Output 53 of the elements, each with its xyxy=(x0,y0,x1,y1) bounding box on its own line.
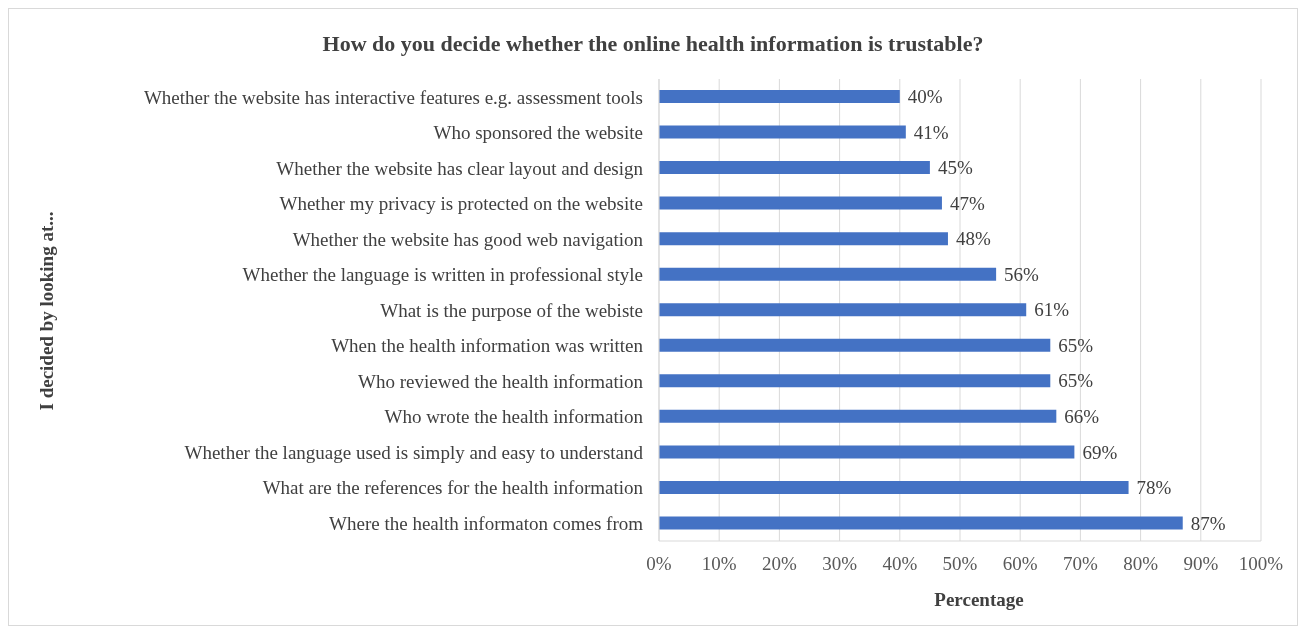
x-tick-label: 20% xyxy=(761,553,797,575)
y-tick-label: Who sponsored the website xyxy=(433,122,643,144)
x-tick-label: 100% xyxy=(1238,553,1284,575)
data-label: 78% xyxy=(1136,477,1172,499)
y-tick-label: Who reviewed the health information xyxy=(358,370,644,392)
data-label: 56% xyxy=(1004,263,1040,285)
data-label: 66% xyxy=(1064,406,1100,427)
data-label: 65% xyxy=(1058,334,1094,356)
y-tick-label: Who wrote the health information xyxy=(384,406,644,428)
y-tick-label: Whether the language is written in professional style xyxy=(242,264,643,286)
x-tick-label: 80% xyxy=(1123,553,1159,575)
y-axis-title: I decided by looking at... xyxy=(35,211,58,411)
data-label: 40% xyxy=(907,86,943,108)
data-label: 61% xyxy=(1034,299,1070,321)
y-tick-label: Whether the language used is simply and easy to understand xyxy=(184,441,644,463)
bar xyxy=(659,90,900,103)
bar xyxy=(659,516,1183,530)
bar xyxy=(659,161,930,175)
data-label: 47% xyxy=(949,192,985,214)
y-tick-label: Whether my privacy is protected on the website xyxy=(279,193,643,215)
x-tick-label: 60% xyxy=(1002,553,1038,575)
data-label: 87% xyxy=(1190,512,1226,534)
data-label: 65% xyxy=(1058,370,1094,392)
y-tick-label: What is the purpose of the webiste xyxy=(380,299,643,321)
bar xyxy=(659,125,906,139)
bar xyxy=(659,196,942,210)
x-tick-label: 10% xyxy=(701,553,737,575)
data-label: 45% xyxy=(937,157,973,179)
chart-title: How do you decide whether the online health information is trustable? xyxy=(321,30,985,58)
x-tick-label: 0% xyxy=(646,553,672,575)
y-tick-label: Where the health informaton comes from xyxy=(329,512,644,534)
y-tick-label: Whether the website has interactive features e.g. assessment tools xyxy=(143,86,643,108)
y-tick-label: Whether the website has good web navigation xyxy=(292,228,644,250)
y-tick-label: When the health information was written xyxy=(331,335,644,357)
x-tick-label: 50% xyxy=(942,553,978,575)
data-label: 41% xyxy=(913,121,949,143)
x-axis-title: Percentage xyxy=(933,589,1025,611)
bar xyxy=(659,232,948,246)
x-tick-label: 30% xyxy=(822,553,858,575)
data-label: 69% xyxy=(1082,441,1118,463)
data-label: 48% xyxy=(955,228,991,250)
bar xyxy=(659,338,1051,352)
bar xyxy=(659,267,997,281)
x-tick-label: 90% xyxy=(1183,553,1219,575)
x-tick-label: 40% xyxy=(882,553,918,575)
x-tick-label: 70% xyxy=(1062,553,1098,575)
y-tick-label: What are the references for the health information xyxy=(262,477,644,499)
y-tick-label: Whether the website has clear layout and design xyxy=(276,157,644,179)
bar xyxy=(659,445,1075,459)
bar xyxy=(659,480,1129,494)
bar xyxy=(659,303,1027,317)
bar xyxy=(659,409,1057,423)
bar xyxy=(659,374,1051,388)
